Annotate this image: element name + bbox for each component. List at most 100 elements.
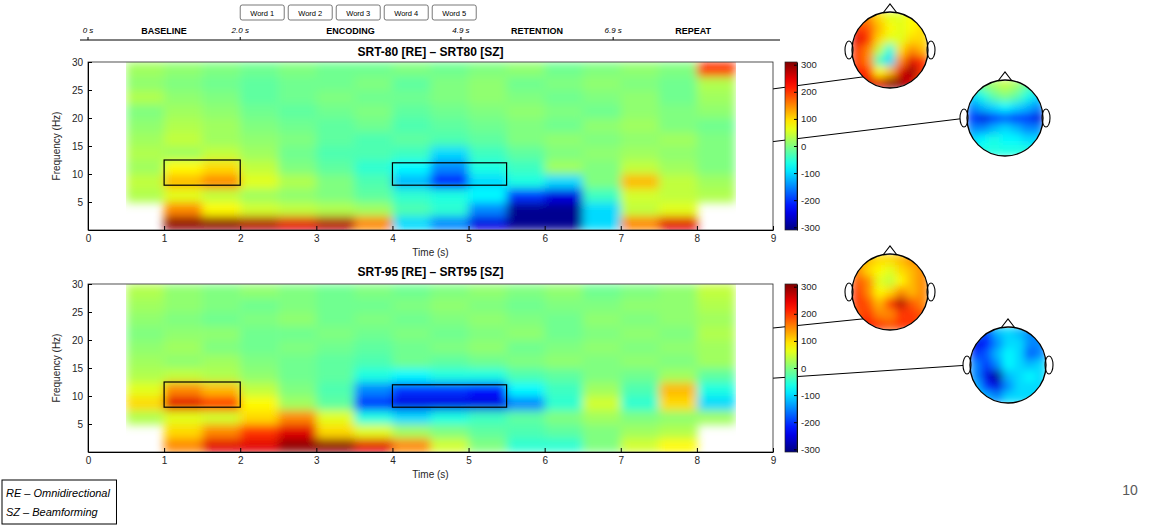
- heatmap-cell: [316, 202, 355, 217]
- heatmap-cell: [164, 340, 203, 355]
- timeline-phase: ENCODING: [326, 26, 375, 36]
- heatmap-cell: [316, 104, 355, 119]
- word-box: [384, 5, 428, 20]
- colorbar-tick: 0: [794, 363, 806, 374]
- topomap-cell: [885, 297, 896, 308]
- topomap-cell: [906, 45, 917, 56]
- plot-area: [88, 62, 773, 230]
- heatmap-cell: [507, 340, 546, 355]
- heatmap-cell: [392, 298, 431, 313]
- y-tick-label: 25: [72, 307, 84, 318]
- colorbar-tick-label: 100: [801, 113, 817, 124]
- heatmap-cell: [316, 410, 355, 425]
- heatmap-cell: [240, 160, 279, 175]
- heatmap-cell: [431, 118, 470, 133]
- heatmap-cell: [659, 132, 698, 147]
- y-tick-mark: [88, 62, 92, 63]
- heatmap-cell: [316, 146, 355, 161]
- heatmap-cell: [583, 132, 622, 147]
- heatmap-cell: [621, 312, 660, 327]
- topomap-cell: [885, 265, 896, 276]
- x-tick-label: 6: [542, 455, 548, 466]
- heatmap-cell: [659, 424, 698, 439]
- heatmap-cell: [545, 62, 584, 77]
- colorbar-axis: -300-200-1000100200300: [794, 281, 820, 455]
- plot-frame: [88, 62, 773, 230]
- heatmap-cell: [659, 312, 698, 327]
- topomap-cell: [1032, 80, 1043, 91]
- heatmap-cell: [392, 104, 431, 119]
- plot-area: [88, 284, 773, 452]
- topomap: [963, 319, 1053, 404]
- y-tick-label: 10: [72, 169, 84, 180]
- topomap-cell: [989, 91, 1000, 102]
- y-tick-label: 15: [72, 141, 84, 152]
- heatmap-cell: [278, 284, 317, 299]
- heatmap-cell: [545, 382, 584, 397]
- x-tick-mark: [240, 226, 241, 230]
- heatmap-cell: [316, 382, 355, 397]
- x-tick-label: 4: [390, 233, 396, 244]
- heatmap-cell: [240, 62, 279, 77]
- topomap-cell: [885, 308, 896, 319]
- colorbar-tick-label: 200: [801, 86, 817, 97]
- topomap: [960, 72, 1050, 157]
- heatmap-cell: [278, 410, 317, 425]
- heatmap-cell: [392, 438, 431, 452]
- topomap-cell: [863, 276, 874, 287]
- heatmap-cell: [431, 438, 470, 452]
- colorbar-tick-mark: [794, 395, 797, 396]
- heatmap-cell: [278, 188, 317, 203]
- topomap-cell: [1013, 349, 1024, 360]
- heatmap-cell: [431, 132, 470, 147]
- colorbar: [785, 284, 797, 452]
- heatmap-cell: [431, 340, 470, 355]
- heatmap-cell: [240, 132, 279, 147]
- x-tick-label: 2: [238, 233, 244, 244]
- x-tick-mark: [545, 448, 546, 452]
- topomap-cell: [1000, 113, 1011, 124]
- colorbar-tick-mark: [794, 119, 797, 120]
- topomap-cell: [989, 102, 1000, 113]
- heatmap-cell: [164, 396, 203, 411]
- heatmap-cell: [316, 298, 355, 313]
- heatmap-cell: [278, 340, 317, 355]
- heatmap-cell: [621, 132, 660, 147]
- x-tick: 1: [162, 226, 168, 244]
- heatmap-cell: [354, 104, 393, 119]
- heatmap-cell: [507, 438, 546, 452]
- topomap-cell: [992, 370, 1003, 381]
- topomap-cell: [1013, 338, 1024, 349]
- heatmap-cell: [659, 160, 698, 175]
- heatmap-cell: [469, 62, 508, 77]
- colorbar-tick-label: -100: [801, 390, 820, 401]
- topomap-cell: [970, 392, 981, 403]
- heatmap-cell: [392, 382, 431, 397]
- heatmap-cell: [316, 340, 355, 355]
- heatmap-cell: [240, 90, 279, 105]
- topomap-cell: [978, 102, 989, 113]
- heatmap-cell: [469, 216, 508, 230]
- heatmap-cell: [583, 396, 622, 411]
- heatmap-cell: [507, 382, 546, 397]
- y-tick: 30: [72, 279, 92, 290]
- topomap-cell: [970, 360, 981, 371]
- heatmap-cell: [507, 146, 546, 161]
- topomap-cell: [917, 254, 928, 265]
- colorbar-tick-mark: [794, 173, 797, 174]
- heatmap-cell: [354, 90, 393, 105]
- topomap-cell: [1024, 381, 1035, 392]
- topomap-cell: [885, 254, 896, 265]
- heatmap-cell: [469, 410, 508, 425]
- topomap-cell: [1003, 338, 1014, 349]
- region-box: [392, 163, 506, 185]
- heatmap-cells: [126, 62, 735, 230]
- heatmap-cell: [202, 160, 241, 175]
- heatmap-cell: [697, 368, 736, 383]
- timeline-phase: RETENTION: [511, 26, 563, 36]
- heatmap-cell: [659, 382, 698, 397]
- topomap-cell: [989, 134, 1000, 145]
- topomap-cell: [895, 45, 906, 56]
- topomap-cell: [874, 265, 885, 276]
- topomap-cell: [863, 55, 874, 66]
